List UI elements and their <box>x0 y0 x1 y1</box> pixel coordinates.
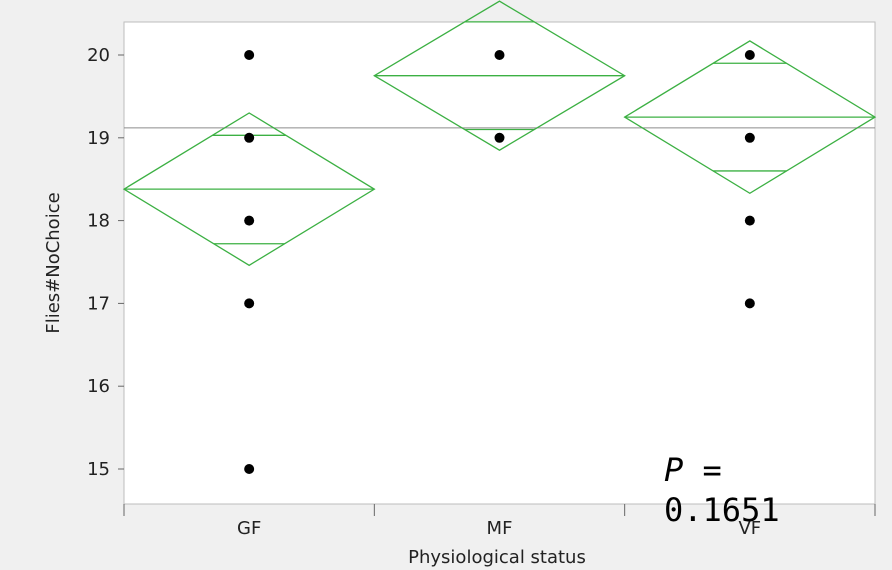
data-point <box>744 132 755 143</box>
y-tick-label: 16 <box>87 376 110 397</box>
data-point <box>244 215 255 226</box>
y-tick-label: 20 <box>87 45 110 66</box>
p-value-text: = 0.1651 <box>664 451 780 529</box>
y-tick-label: 19 <box>87 128 110 149</box>
p-value-annotation: P = 0.1651 <box>664 450 780 530</box>
x-tick-label: GF <box>237 518 261 539</box>
data-point <box>744 215 755 226</box>
data-point <box>244 50 255 60</box>
data-point <box>244 132 255 143</box>
data-point <box>494 50 505 60</box>
y-tick-label: 18 <box>87 211 110 232</box>
y-axis: 15 16 17 18 19 20 <box>87 45 124 480</box>
data-point <box>244 298 255 309</box>
plot-area <box>123 21 876 505</box>
means-diamonds <box>122 0 877 267</box>
y-tick-label: 17 <box>87 293 110 314</box>
x-tick-label: VF <box>738 518 761 539</box>
p-value-symbol: P <box>664 451 684 489</box>
data-point <box>744 50 755 60</box>
x-axis: GF MF VF <box>123 504 876 539</box>
y-axis-title: Flies#NoChoice <box>43 192 64 333</box>
y-tick-label: 15 <box>87 459 110 480</box>
data-point <box>244 464 255 474</box>
x-tick-label: MF <box>487 518 513 539</box>
data-point <box>744 298 755 309</box>
x-axis-title: Physiological status <box>408 547 586 568</box>
data-points <box>244 50 755 474</box>
data-point <box>494 132 505 143</box>
